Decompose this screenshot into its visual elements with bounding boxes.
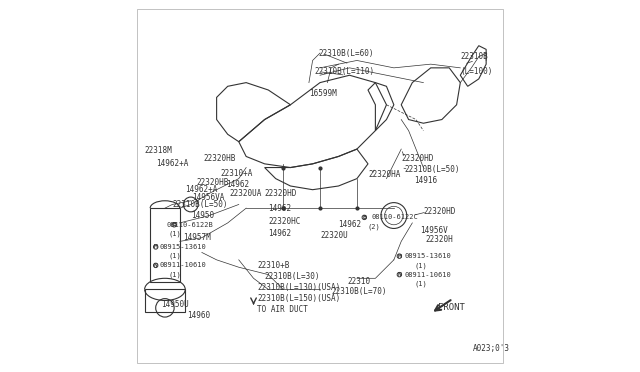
Text: N: N	[397, 272, 401, 277]
Text: 14950: 14950	[191, 211, 214, 220]
Text: 08110-6122C: 08110-6122C	[372, 214, 419, 220]
Text: 14962+A: 14962+A	[156, 159, 188, 169]
Text: 22320HD: 22320HD	[401, 154, 434, 163]
Text: 14962: 14962	[268, 203, 291, 213]
Text: 22320HB: 22320HB	[204, 154, 236, 163]
Text: (1): (1)	[168, 253, 181, 259]
Text: 22320HD: 22320HD	[424, 207, 456, 217]
Text: 22320HC: 22320HC	[268, 217, 301, 225]
Text: 14956V: 14956V	[420, 226, 447, 235]
Text: 14957M: 14957M	[184, 233, 211, 242]
Text: (1): (1)	[414, 262, 427, 269]
Text: 14916: 14916	[414, 176, 437, 185]
Text: 08915-13610: 08915-13610	[159, 244, 206, 250]
Text: TO AIR DUCT: TO AIR DUCT	[257, 305, 308, 314]
Text: 14960: 14960	[187, 311, 210, 320]
Text: 22320HA: 22320HA	[368, 170, 401, 179]
Text: 22310B(L=60): 22310B(L=60)	[318, 49, 374, 58]
Text: 22320H: 22320H	[425, 235, 453, 244]
Text: 22320U: 22320U	[320, 231, 348, 240]
Text: 22310+A: 22310+A	[220, 169, 253, 177]
Text: 08911-10610: 08911-10610	[405, 272, 452, 278]
Text: B: B	[362, 215, 366, 220]
Text: A023;0'3: A023;0'3	[473, 344, 510, 353]
Text: 22310B: 22310B	[460, 52, 488, 61]
Text: 22310B(L=30): 22310B(L=30)	[264, 272, 320, 281]
Text: 14956VA: 14956VA	[193, 193, 225, 202]
Text: 16599M: 16599M	[309, 89, 337, 98]
Text: N: N	[154, 263, 157, 268]
Text: (1): (1)	[168, 231, 181, 237]
Text: 22310+B: 22310+B	[257, 261, 290, 270]
Text: 14962+A: 14962+A	[185, 185, 218, 194]
Text: 08915-13610: 08915-13610	[405, 253, 452, 259]
Text: 22320HB: 22320HB	[196, 178, 228, 187]
Text: (1): (1)	[414, 280, 427, 287]
Text: M: M	[154, 244, 157, 249]
Text: 22310B(L=130)(USA): 22310B(L=130)(USA)	[257, 283, 340, 292]
Text: 08110-6122B: 08110-6122B	[167, 222, 214, 228]
Text: 22310B(L=70): 22310B(L=70)	[331, 287, 387, 296]
Text: B: B	[172, 222, 176, 227]
Text: 08911-10610: 08911-10610	[159, 262, 206, 268]
Text: M: M	[397, 254, 401, 259]
Text: 22320UA: 22320UA	[230, 189, 262, 198]
Text: 14962: 14962	[339, 220, 362, 229]
Text: 14962: 14962	[268, 230, 291, 238]
Text: (1): (1)	[168, 271, 181, 278]
Text: 22318M: 22318M	[145, 147, 172, 155]
Text: 14950U: 14950U	[161, 300, 189, 309]
Text: 22310B(L=110): 22310B(L=110)	[314, 67, 374, 76]
Text: (L=100): (L=100)	[460, 67, 493, 76]
Text: (2): (2)	[368, 223, 381, 230]
Text: 22310B(L=50): 22310B(L=50)	[405, 165, 460, 174]
Text: 22310B(L=150)(USA): 22310B(L=150)(USA)	[257, 294, 340, 303]
Text: 22310: 22310	[348, 278, 371, 286]
Text: FRONT: FRONT	[438, 303, 465, 312]
Text: 22310B(L=50): 22310B(L=50)	[172, 200, 228, 209]
Text: 22320HD: 22320HD	[264, 189, 297, 198]
Text: 14962: 14962	[226, 180, 249, 189]
